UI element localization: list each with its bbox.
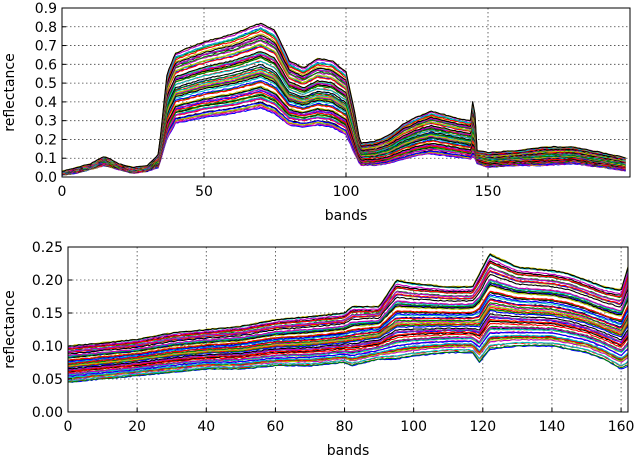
spectra-bottom bbox=[67, 253, 629, 383]
x-tick-label: 60 bbox=[266, 419, 284, 435]
spectrum-line bbox=[67, 328, 629, 376]
spectrum-line bbox=[67, 305, 629, 367]
y-tick-label: 0.2 bbox=[35, 132, 57, 148]
spectrum-line bbox=[67, 331, 629, 377]
x-tick-label: 120 bbox=[469, 419, 496, 435]
y-tick-label: 0.20 bbox=[32, 273, 63, 289]
x-axis-label-top: bands bbox=[325, 208, 368, 224]
spectra-top bbox=[61, 22, 626, 176]
y-axis-label-bottom: reflectance bbox=[2, 290, 18, 368]
y-tick-label: 0.4 bbox=[35, 95, 57, 111]
x-tick-label: 100 bbox=[400, 419, 427, 435]
y-tick-label: 0.00 bbox=[32, 405, 63, 421]
x-tick-label: 0 bbox=[58, 184, 67, 200]
chart-panel-top: 0 50 100 1500.00.10.20.30.40.50.60.70.80.9 … bbox=[2, 1, 631, 224]
y-tick-label: 0.05 bbox=[32, 372, 63, 388]
y-tick-label: 0.0 bbox=[35, 170, 57, 186]
x-tick-label: 100 bbox=[333, 184, 360, 200]
x-tick-label: 140 bbox=[539, 419, 566, 435]
x-tick-label: 50 bbox=[195, 184, 213, 200]
spectrum-line bbox=[67, 326, 629, 375]
y-tick-label: 0.1 bbox=[35, 151, 57, 167]
y-tick-label: 0.7 bbox=[35, 39, 57, 55]
spectrum-line bbox=[67, 290, 629, 361]
spectrum-line bbox=[61, 36, 626, 173]
plot-frame-bottom bbox=[67, 246, 629, 413]
spectrum-line bbox=[61, 22, 626, 173]
x-tick-label: 160 bbox=[608, 419, 635, 435]
x-tick-label: 20 bbox=[128, 419, 146, 435]
x-tick-label: 0 bbox=[64, 419, 73, 435]
y-tick-label: 0.3 bbox=[35, 114, 57, 130]
y-tick-label: 0.15 bbox=[32, 306, 63, 322]
spectrum-line bbox=[67, 344, 629, 383]
spectrum-line bbox=[67, 269, 629, 353]
spectrum-line bbox=[67, 294, 629, 362]
spectrum-line bbox=[67, 281, 629, 358]
x-axis-label-bottom: bands bbox=[327, 443, 370, 458]
spectrum-line bbox=[67, 253, 629, 347]
spectrum-line bbox=[67, 257, 629, 349]
y-tick-label: 0.10 bbox=[32, 339, 63, 355]
spectrum-line bbox=[67, 299, 629, 365]
spectrum-line bbox=[67, 315, 629, 371]
ticks-bottom: 0 20 40 60 80 100 120 140 160 0.00 0.05 0.10 0.15 0.2… bbox=[32, 240, 635, 435]
y-tick-label: 0.5 bbox=[35, 76, 57, 92]
spectrum-line bbox=[67, 267, 629, 353]
x-tick-label: 150 bbox=[475, 184, 502, 200]
spectrum-line bbox=[61, 66, 626, 174]
ticks-top: 0 50 100 150 0.0 0.1 0.2 0.3 0.4 0.5 0.6 0.7 0.8 0.9 bbox=[35, 1, 502, 200]
chart-panel-bottom: 0 20 40 60 80 100 120 140 160 0.00 0.05 0.10 0.15 0.2… bbox=[2, 240, 634, 458]
y-axis-label-top: reflectance bbox=[2, 53, 18, 131]
y-tick-label: 0.6 bbox=[35, 57, 57, 73]
y-tick-label: 0.25 bbox=[32, 240, 63, 256]
spectrum-line bbox=[67, 322, 629, 374]
y-tick-label: 0.8 bbox=[35, 20, 57, 36]
spectrum-line bbox=[67, 278, 629, 357]
x-tick-label: 80 bbox=[336, 419, 354, 435]
spectrum-line bbox=[67, 302, 629, 366]
spectrum-line bbox=[67, 341, 629, 382]
spectrum-line bbox=[67, 318, 629, 372]
spectrum-line bbox=[67, 261, 629, 350]
spectrum-line bbox=[67, 308, 629, 368]
spectrum-line bbox=[67, 334, 629, 379]
x-tick-label: 40 bbox=[197, 419, 215, 435]
spectrum-line bbox=[67, 274, 629, 355]
y-tick-label: 0.9 bbox=[35, 1, 57, 17]
spectrum-line bbox=[67, 313, 629, 370]
